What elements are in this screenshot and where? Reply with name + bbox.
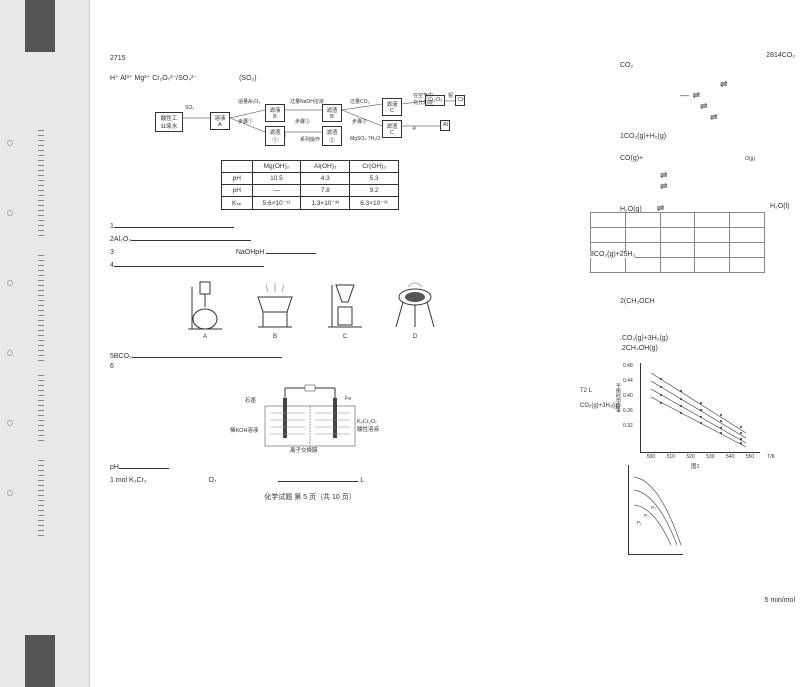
question-number: 2715 (110, 55, 510, 62)
answer-sheet-sidebar (0, 0, 90, 687)
ph-line: pH (110, 461, 510, 471)
eq2: CO(g)+ O(g) (620, 155, 795, 162)
eq1: 1CO₂(g)+H₂(g) (620, 133, 795, 140)
q3: 3 NaOHpH (110, 246, 510, 256)
soln-right: K₂Cr₂O₇ 酸性溶液 (357, 419, 379, 433)
electrode-right: Fe (345, 396, 351, 402)
hydroxide-table: Mg(OH)₂Al(OH)₃Cr(OH)₃pH10.54.35.3pH—7.89… (221, 160, 399, 210)
eq3: 8CO₂(g)+25H₂ (590, 251, 635, 258)
co2-3h2: CO₂(g)+3H₂(g) (580, 403, 620, 409)
chart1-caption: 图1 (691, 462, 700, 470)
t2l: T2 L (580, 388, 592, 394)
q2: 2Al₂O₃ (110, 233, 510, 243)
q5: 5BCO₂ (110, 350, 510, 360)
eq4: 2(CH₃OCH (620, 298, 795, 305)
q1: 1 (110, 220, 510, 230)
sidebar-marker-top (25, 0, 55, 52)
electrolysis-svg (235, 378, 385, 453)
electrode-left: 石墨 (245, 396, 256, 404)
right-column: 2814CO₂ CO₂ ⇌ — ⇌ ⇌ ⇌ 1CO₂(g)+H₂(g) CO(g… (620, 52, 795, 607)
co2-label: CO₂ (620, 62, 795, 69)
chart1-xlabel: T/K (767, 454, 775, 460)
equil-arrows-1: ⇌ — ⇌ ⇌ ⇌ (680, 79, 795, 123)
mol-line: 1 mol K₂Cr₂ O₇ L (110, 474, 510, 484)
scale-2 (38, 255, 42, 365)
apparatus-row: ABCD (170, 277, 450, 342)
membrane: 离子交换膜 (290, 446, 318, 454)
ions-formula: H⁺ Al³⁺ Mg²⁺ Cr₂O₇²⁻/SO₄²⁻ (SO₂) (110, 74, 510, 82)
process-flowchart: 酸性工 业废水溶液A滤液B滤渣①滤渣B滤渣②滤液C滤渣CCr₂O₃CrAlSO₂… (150, 90, 470, 150)
thermo-table-region: H₂O(g)⇌ H₂O(l) 8CO₂(g)+25H₂ (620, 200, 795, 295)
bottom-rate: 5 min/mol (620, 597, 795, 604)
charts-row: T2 L CO₂(g)+3H₂(g) 0.480.440.400.360.32 … (620, 358, 795, 562)
soln-left: 稀KOH溶液 (230, 426, 258, 434)
page-footer: 化学试题 第 5 页（共 10 页） (110, 492, 510, 502)
chart-1: 0.480.440.400.360.32 平衡时甲醇率 500510520530… (640, 363, 760, 453)
main-column: 2715 H⁺ Al³⁺ Mg²⁺ Cr₂O₇²⁻/SO₄²⁻ (SO₂) 酸性… (110, 52, 510, 502)
q4: 4 (110, 259, 510, 269)
chart-2: a(CO) 图2 P₁ P₂ P₃ (628, 465, 683, 555)
electrolysis-diagram: 石墨 Fe 稀KOH溶液 K₂Cr₂O₇ 酸性溶液 离子交换膜 (235, 378, 385, 453)
scale-4 (38, 460, 42, 540)
chart1-ylabel: 平衡时甲醇率 (615, 383, 622, 413)
sidebar-marker-bottom (25, 635, 55, 687)
h2o-l: H₂O(l) (770, 203, 789, 210)
scale-1 (38, 130, 42, 240)
equil-arrows-2: ⇌ ⇌ (660, 170, 795, 192)
empty-grid (590, 212, 765, 273)
q6: 6 (110, 363, 510, 370)
right-qnum: 2814CO₂ (620, 52, 795, 59)
scale-3 (38, 375, 42, 445)
eq5: .CO₂(g)+3H₂(g) .2CH₃OH(g) (620, 335, 795, 352)
